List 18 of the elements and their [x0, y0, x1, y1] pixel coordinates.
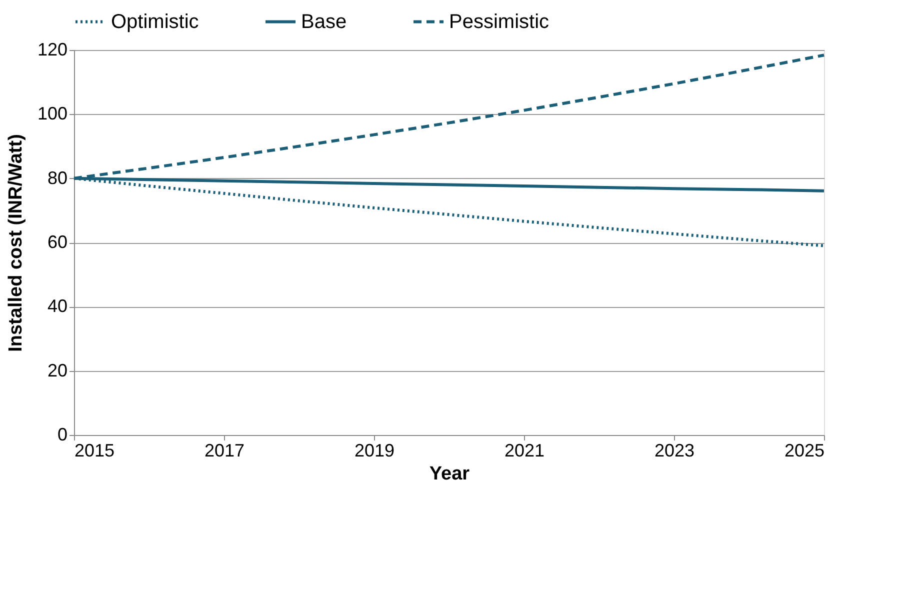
x-tick-label: 2015: [74, 440, 115, 460]
x-tick-label: 2025: [784, 440, 824, 460]
legend-label: Optimistic: [111, 10, 199, 33]
y-tick-label: 120: [37, 40, 68, 60]
y-tick-label: 100: [37, 104, 68, 124]
x-tick-label: 2019: [354, 440, 395, 460]
x-tick-label: 2017: [204, 440, 245, 460]
legend-label: Base: [301, 10, 347, 33]
y-tick-label: 80: [47, 168, 68, 188]
y-tick-label: 20: [47, 360, 68, 380]
y-tick-label: 40: [47, 296, 68, 316]
y-tick-label: 60: [47, 232, 68, 252]
y-tick-label: 0: [57, 424, 68, 444]
y-axis-title: Installed cost (INR/Watt): [5, 134, 26, 352]
x-axis-title: Year: [429, 464, 470, 484]
x-tick-label: 2021: [504, 440, 545, 460]
legend-label: Pessimistic: [449, 10, 550, 33]
x-tick-label: 2023: [654, 440, 695, 460]
